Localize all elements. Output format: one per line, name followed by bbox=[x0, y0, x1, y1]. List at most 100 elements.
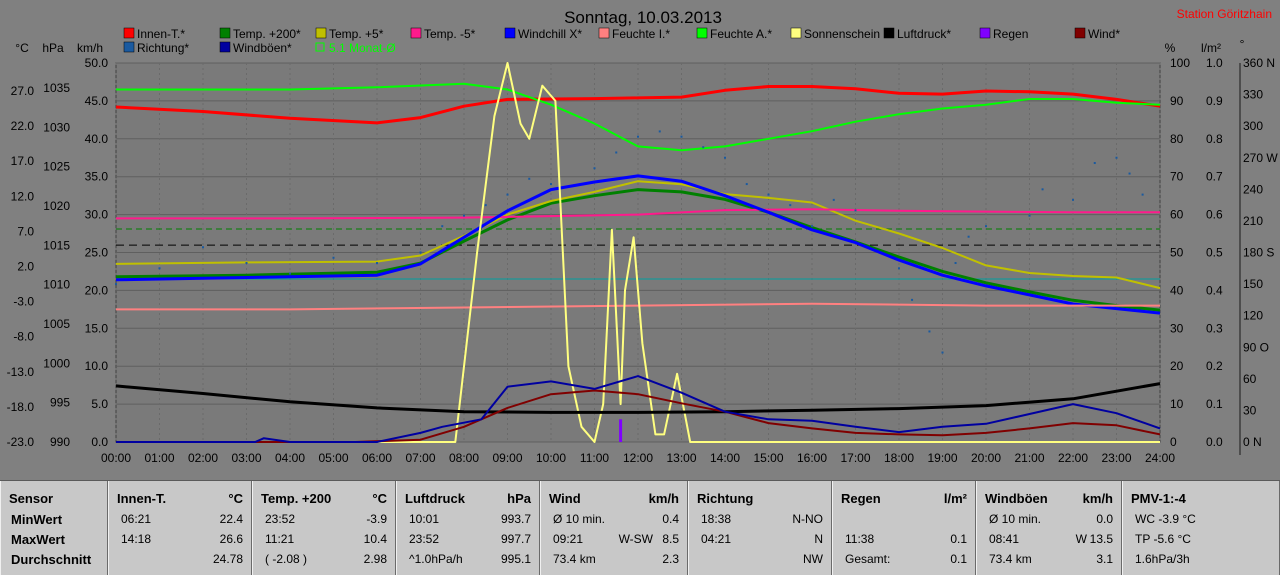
axis-tick-label: 16:00 bbox=[797, 451, 827, 465]
legend-label: Richtung* bbox=[137, 41, 189, 55]
chart-title: Sonntag, 10.03.2013 bbox=[564, 8, 722, 27]
direction-point bbox=[911, 298, 914, 301]
table-cell: 09:21 bbox=[553, 532, 584, 546]
axis-tick-label: 15:00 bbox=[753, 451, 783, 465]
table-cell: Gesamt: bbox=[845, 552, 891, 566]
table-cell: MaxWert bbox=[11, 532, 65, 547]
direction-point bbox=[1093, 162, 1096, 165]
axis-tick-label: 40 bbox=[1170, 283, 1184, 297]
direction-point bbox=[680, 135, 683, 138]
table-cell: 1.6hPa/3h bbox=[1135, 552, 1190, 566]
axis-tick-label: -23.0 bbox=[7, 435, 35, 449]
table-column: Wind km/h Ø 10 min. 0.4 09:21 W-SW 8.5 73.4 km 2… bbox=[540, 481, 688, 575]
axis-labels: 27.0 22.0 17.0 12.0 7.0 2.0 -3.0 -8.0 -13.0 -18.0… bbox=[7, 56, 1279, 465]
legend-label: Feuchte I.* bbox=[612, 27, 670, 41]
legend-swatch bbox=[598, 27, 610, 39]
direction-point bbox=[441, 225, 444, 228]
axis-tick-label: 270 W bbox=[1243, 151, 1278, 165]
axis-tick-label: 1020 bbox=[43, 199, 70, 213]
axis-header-right: ° bbox=[1240, 37, 1245, 51]
table-cell: W bbox=[1075, 532, 1087, 546]
legend-swatch bbox=[504, 27, 516, 39]
axis-tick-label: 07:00 bbox=[405, 451, 435, 465]
column-header: Regen bbox=[841, 491, 881, 506]
table-cell: TP -5.6 °C bbox=[1135, 532, 1191, 546]
direction-point bbox=[528, 177, 531, 180]
table-cell: 8.5 bbox=[662, 532, 679, 546]
axis-tick-label: 30 bbox=[1170, 321, 1184, 335]
axis-tick-label: 1030 bbox=[43, 120, 70, 134]
axis-tick-label: 10:00 bbox=[536, 451, 566, 465]
axis-tick-label: 27.0 bbox=[11, 84, 35, 98]
legend-label: Innen-T.* bbox=[137, 27, 185, 41]
axis-tick-label: 0.7 bbox=[1206, 170, 1223, 184]
axis-tick-label: 09:00 bbox=[492, 451, 522, 465]
axis-tick-label: 90 O bbox=[1243, 340, 1269, 354]
table-column: PMV-1:-4 WC -3.9 °C TP -5.6 °C 1.6hPa/3h bbox=[1122, 481, 1280, 575]
series-line bbox=[116, 389, 1161, 443]
table-cell: Durchschnitt bbox=[11, 552, 92, 567]
axis-tick-label: 100 bbox=[1170, 56, 1190, 70]
axis-tick-label: 1025 bbox=[43, 160, 70, 174]
direction-point bbox=[332, 256, 335, 259]
direction-point bbox=[158, 267, 161, 270]
series-line bbox=[115, 174, 1161, 315]
axis-tick-label: 13:00 bbox=[666, 451, 696, 465]
axis-tick-label: 0.0 bbox=[91, 435, 108, 449]
table-cell: 2.3 bbox=[662, 552, 679, 566]
table-cell: ( -2.08 ) bbox=[265, 552, 308, 566]
axis-header-right: % bbox=[1165, 41, 1176, 55]
series-line bbox=[115, 382, 1161, 414]
direction-point bbox=[1115, 156, 1118, 159]
axis-header-left: °C bbox=[15, 41, 29, 55]
table-column: Richtung 18:38 N-NO 04:21 N NW bbox=[688, 481, 832, 575]
direction-point bbox=[702, 146, 705, 149]
legend-swatch bbox=[410, 27, 422, 39]
table-cell: NW bbox=[803, 552, 823, 566]
axis-tick-label: 0.4 bbox=[1206, 283, 1223, 297]
column-header: Temp. +200 bbox=[261, 491, 332, 506]
axis-tick-label: 1015 bbox=[43, 238, 70, 252]
table-cell: 10.4 bbox=[363, 532, 387, 546]
axis-tick-label: 18:00 bbox=[884, 451, 914, 465]
legend-label: Temp. +200* bbox=[233, 27, 301, 41]
series-line bbox=[116, 62, 1160, 443]
axis-tick-label: 360 N bbox=[1243, 56, 1275, 70]
legend-swatch bbox=[219, 41, 231, 53]
column-unit: hPa bbox=[507, 491, 531, 506]
direction-point bbox=[1028, 214, 1031, 217]
axis-tick-label: 15.0 bbox=[85, 321, 109, 335]
legend-swatch bbox=[315, 42, 325, 52]
axis-tick-label: 0.0 bbox=[1206, 435, 1223, 449]
series-line bbox=[116, 302, 1160, 311]
table-cell: 997.7 bbox=[500, 532, 531, 546]
column-header: Richtung bbox=[697, 491, 754, 506]
axis-tick-label: 04:00 bbox=[275, 451, 305, 465]
axis-tick-label: 03:00 bbox=[231, 451, 261, 465]
axis-tick-label: 20.0 bbox=[85, 283, 109, 297]
axis-tick-label: 150 bbox=[1243, 277, 1263, 291]
legend-label: Regen bbox=[993, 27, 1028, 41]
axis-tick-label: 12:00 bbox=[623, 451, 653, 465]
direction-point bbox=[115, 283, 117, 286]
table-cell: W-SW bbox=[618, 532, 653, 546]
direction-point bbox=[658, 130, 661, 133]
axis-header-left: hPa bbox=[42, 41, 64, 55]
axis-tick-label: 1005 bbox=[43, 317, 70, 331]
axis-tick-label: 14:00 bbox=[710, 451, 740, 465]
table-column: Innen-T. °C 06:21 22.4 14:18 26.6 24.78 bbox=[108, 481, 252, 575]
legend-label: Windchill X* bbox=[518, 27, 582, 41]
table-column: Luftdruck hPa 10:01 993.7 23:52 997.7 ^1.0hPa/… bbox=[396, 481, 540, 575]
table-cell: Ø 10 min. bbox=[989, 512, 1042, 526]
axis-tick-label: 0.5 bbox=[1206, 246, 1223, 260]
table-cell: 0.4 bbox=[662, 512, 679, 526]
column-header: Innen-T. bbox=[117, 491, 167, 506]
table-cell: 26.6 bbox=[219, 532, 243, 546]
axis-tick-label: 23:00 bbox=[1101, 451, 1131, 465]
table-cell: 04:21 bbox=[701, 532, 732, 546]
axis-tick-label: 300 bbox=[1243, 119, 1263, 133]
axis-tick-label: 995 bbox=[50, 396, 70, 410]
direction-point bbox=[898, 267, 900, 270]
table-cell: 73.4 km bbox=[989, 552, 1032, 566]
axis-tick-label: 30 bbox=[1243, 403, 1257, 417]
